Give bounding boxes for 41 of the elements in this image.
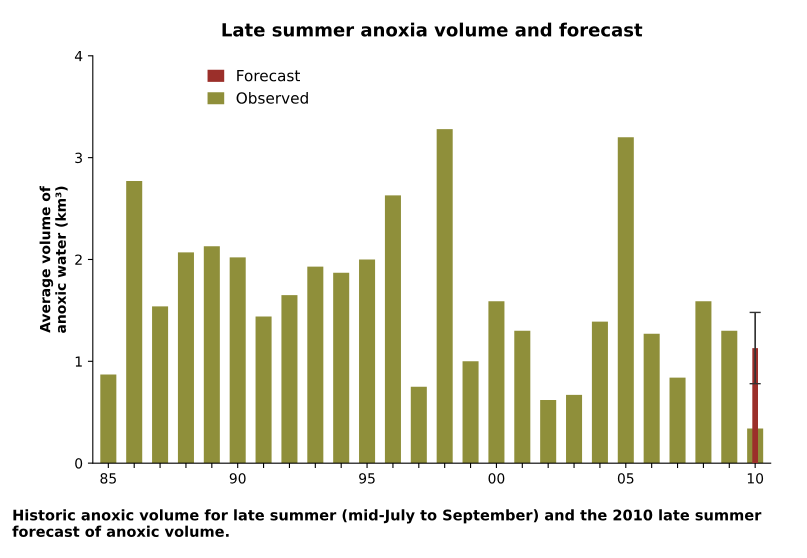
- bar: [670, 378, 686, 464]
- bar: [307, 266, 324, 464]
- legend-label: Forecast: [237, 70, 300, 82]
- bar: [436, 129, 453, 464]
- bar: [333, 272, 350, 464]
- bar: [126, 181, 142, 464]
- y-tick-label: 1: [76, 356, 82, 367]
- y-tick-label: 2: [75, 254, 82, 265]
- bar: [384, 195, 401, 464]
- bar: [359, 259, 376, 464]
- x-tick-label: 85: [100, 473, 116, 484]
- bar: [488, 301, 504, 464]
- bar: [178, 252, 194, 464]
- bar: [721, 330, 738, 464]
- x-tick-label: 95: [359, 473, 375, 484]
- bar: [462, 361, 479, 464]
- y-tick-label: 4: [74, 50, 82, 62]
- y-tick-label: 0: [75, 458, 82, 469]
- bar: [566, 394, 582, 464]
- bar: [256, 316, 272, 464]
- bar: [100, 374, 116, 464]
- bar: [644, 334, 660, 464]
- text: Historic anoxic volume for late summer (mid-July to September) and the 2010 late summer forecast of anoxic volume.: [12, 509, 762, 537]
- x-tick-label: 90: [230, 473, 246, 484]
- bar: [152, 306, 168, 464]
- legend-label: Observed: [236, 92, 308, 104]
- bar: [618, 137, 634, 464]
- bar: [204, 246, 220, 464]
- x-tick-label: 05: [618, 473, 634, 484]
- bar: [410, 386, 427, 464]
- y-tick-label: 3: [75, 152, 82, 164]
- bar: [230, 257, 246, 464]
- bar: [592, 322, 608, 464]
- bar: [281, 295, 298, 464]
- x-tick-label: 10: [748, 473, 764, 484]
- bar: [540, 400, 556, 464]
- bar: [514, 330, 530, 464]
- x-tick-label: 00: [488, 473, 504, 484]
- y-axis-title: Average volume of anoxic water (km³): [40, 186, 68, 333]
- chart-title: Late summer anoxia volume and forecast: [222, 22, 642, 37]
- bar: [695, 301, 712, 464]
